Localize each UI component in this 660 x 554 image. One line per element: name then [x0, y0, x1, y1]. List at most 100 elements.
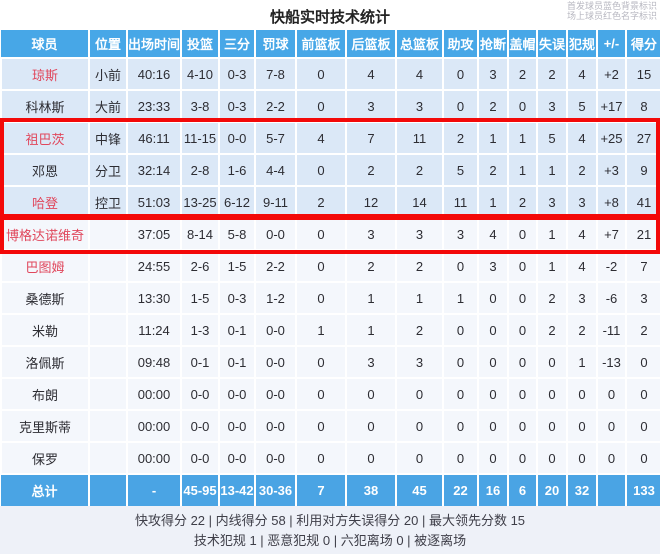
stat-cell: 11:24 [126, 313, 181, 346]
stat-cell: 0 [596, 377, 626, 410]
column-header: 得分 [625, 30, 660, 58]
stat-cell: 2 [345, 153, 396, 186]
player-row: 祖巴茨 中锋 46:11 11-15 0-0 5-7 4 7 11 2 1 1 5 4 +25 27 [0, 121, 660, 154]
stat-cell: 1 [442, 281, 478, 314]
stat-cell: 0-1 [180, 345, 219, 378]
stat-cell: 3 [625, 281, 660, 314]
stat-cell: 0 [477, 377, 508, 410]
totals-stat-cell: 16 [477, 473, 508, 506]
stat-cell [88, 313, 127, 346]
stat-cell: 3-8 [180, 89, 219, 122]
player-row: 邓恩 分卫 32:14 2-8 1-6 4-4 0 2 2 5 2 1 1 2 +3 9 [0, 153, 660, 186]
stat-cell: 2 [507, 185, 537, 218]
legend-oncourt-note: 场上球员红色名字标识 [566, 11, 657, 21]
stat-cell: 2-2 [254, 249, 296, 282]
stat-cell: 0 [295, 345, 346, 378]
stat-cell: 3 [345, 217, 396, 250]
stat-cell: 15 [625, 57, 660, 90]
footer-line-scoring: 快攻得分 22 | 内线得分 58 | 利用对方失误得分 20 | 最大领先分数… [134, 513, 526, 528]
stat-cell: 0 [295, 441, 346, 474]
totals-stat-cell: 38 [345, 473, 396, 506]
stat-cell: 0 [442, 313, 478, 346]
stat-cell: 0 [295, 57, 346, 90]
stat-cell: 3 [536, 185, 567, 218]
team-stats-footer: 快攻得分 22 | 内线得分 58 | 利用对方失误得分 20 | 最大领先分数… [0, 506, 660, 554]
stat-cell: 27 [625, 121, 660, 154]
stat-cell: 0 [507, 249, 537, 282]
stat-cell: 0 [625, 409, 660, 442]
stat-cell: 8-14 [180, 217, 219, 250]
legend-starters-note: 首发球员蓝色背景标识 [566, 1, 657, 11]
stat-cell: 3 [536, 89, 567, 122]
stat-cell: 1-3 [180, 313, 219, 346]
player-name-cell: 米勒 [0, 313, 89, 346]
stat-cell: 1-5 [218, 249, 255, 282]
stat-cell: 1-5 [180, 281, 219, 314]
player-name-cell: 布朗 [0, 377, 89, 410]
stat-cell [88, 409, 127, 442]
stat-cell: 1 [295, 313, 346, 346]
totals-stat-cell [596, 473, 626, 506]
stat-cell: 1 [507, 121, 537, 154]
player-row: 洛佩斯 09:48 0-1 0-1 0-0 0 3 3 0 0 0 0 1 -13 0 [0, 345, 660, 378]
stat-cell: 0 [625, 377, 660, 410]
column-header: 抢断 [477, 30, 508, 58]
stat-cell: 0 [536, 377, 567, 410]
player-name-cell: 邓恩 [0, 153, 89, 186]
player-row: 克里斯蒂 00:00 0-0 0-0 0-0 0 0 0 0 0 0 0 0 0 0 [0, 409, 660, 442]
stat-cell [88, 281, 127, 314]
stat-cell: +17 [596, 89, 626, 122]
stat-cell: 1 [507, 153, 537, 186]
stat-cell: 2 [566, 153, 597, 186]
stat-cell: 0-0 [254, 313, 296, 346]
player-name-cell: 巴图姆 [0, 249, 89, 282]
stat-cell: 0 [442, 409, 478, 442]
stat-cell: 24:55 [126, 249, 181, 282]
stat-cell: 0-0 [180, 377, 219, 410]
stat-cell: 0-1 [218, 313, 255, 346]
stat-cell: 4 [395, 57, 443, 90]
stat-cell: +7 [596, 217, 626, 250]
stat-cell: 0 [477, 281, 508, 314]
stat-cell: 0-3 [218, 89, 255, 122]
stat-cell: 0 [345, 377, 396, 410]
stat-cell: 3 [395, 89, 443, 122]
stat-cell: 23:33 [126, 89, 181, 122]
stat-cell: 小前 [88, 57, 127, 90]
player-row: 博格达诺维奇 37:05 8-14 5-8 0-0 0 3 3 3 4 0 1 4 +7 21 [0, 217, 660, 250]
totals-stat-cell: 133 [625, 473, 660, 506]
player-name-cell: 洛佩斯 [0, 345, 89, 378]
stat-cell: 4 [566, 217, 597, 250]
stat-cell: 2-6 [180, 249, 219, 282]
stat-cell: 0 [566, 441, 597, 474]
stat-cell: 7 [625, 249, 660, 282]
totals-stat-cell: 32 [566, 473, 597, 506]
totals-stat-cell: 20 [536, 473, 567, 506]
stat-cell: 32:14 [126, 153, 181, 186]
column-header: 罚球 [254, 30, 296, 58]
stat-cell: 0 [395, 441, 443, 474]
stat-cell: 2 [566, 313, 597, 346]
stat-cell: 1 [477, 121, 508, 154]
column-header: 后篮板 [345, 30, 396, 58]
stat-cell: 0-3 [218, 281, 255, 314]
stat-cell: 12 [345, 185, 396, 218]
stat-cell: 13-25 [180, 185, 219, 218]
stat-cell: 4 [566, 57, 597, 90]
stat-cell: 0-0 [180, 441, 219, 474]
title-bar: 快船实时技术统计 首发球员蓝色背景标识 场上球员红色名字标识 [0, 0, 660, 30]
column-header: 出场时间 [126, 30, 181, 58]
totals-stat-cell: 30-36 [254, 473, 296, 506]
stat-cell: 2 [477, 89, 508, 122]
stat-cell: 大前 [88, 89, 127, 122]
stat-cell: 分卫 [88, 153, 127, 186]
stat-cell: 4 [566, 121, 597, 154]
stat-cell: 9 [625, 153, 660, 186]
stat-cell: 4 [295, 121, 346, 154]
totals-stat-cell: 7 [295, 473, 346, 506]
stat-cell: 1-6 [218, 153, 255, 186]
stat-cell: 3 [477, 57, 508, 90]
stat-cell: 0-3 [218, 57, 255, 90]
player-name-cell: 博格达诺维奇 [0, 217, 89, 250]
